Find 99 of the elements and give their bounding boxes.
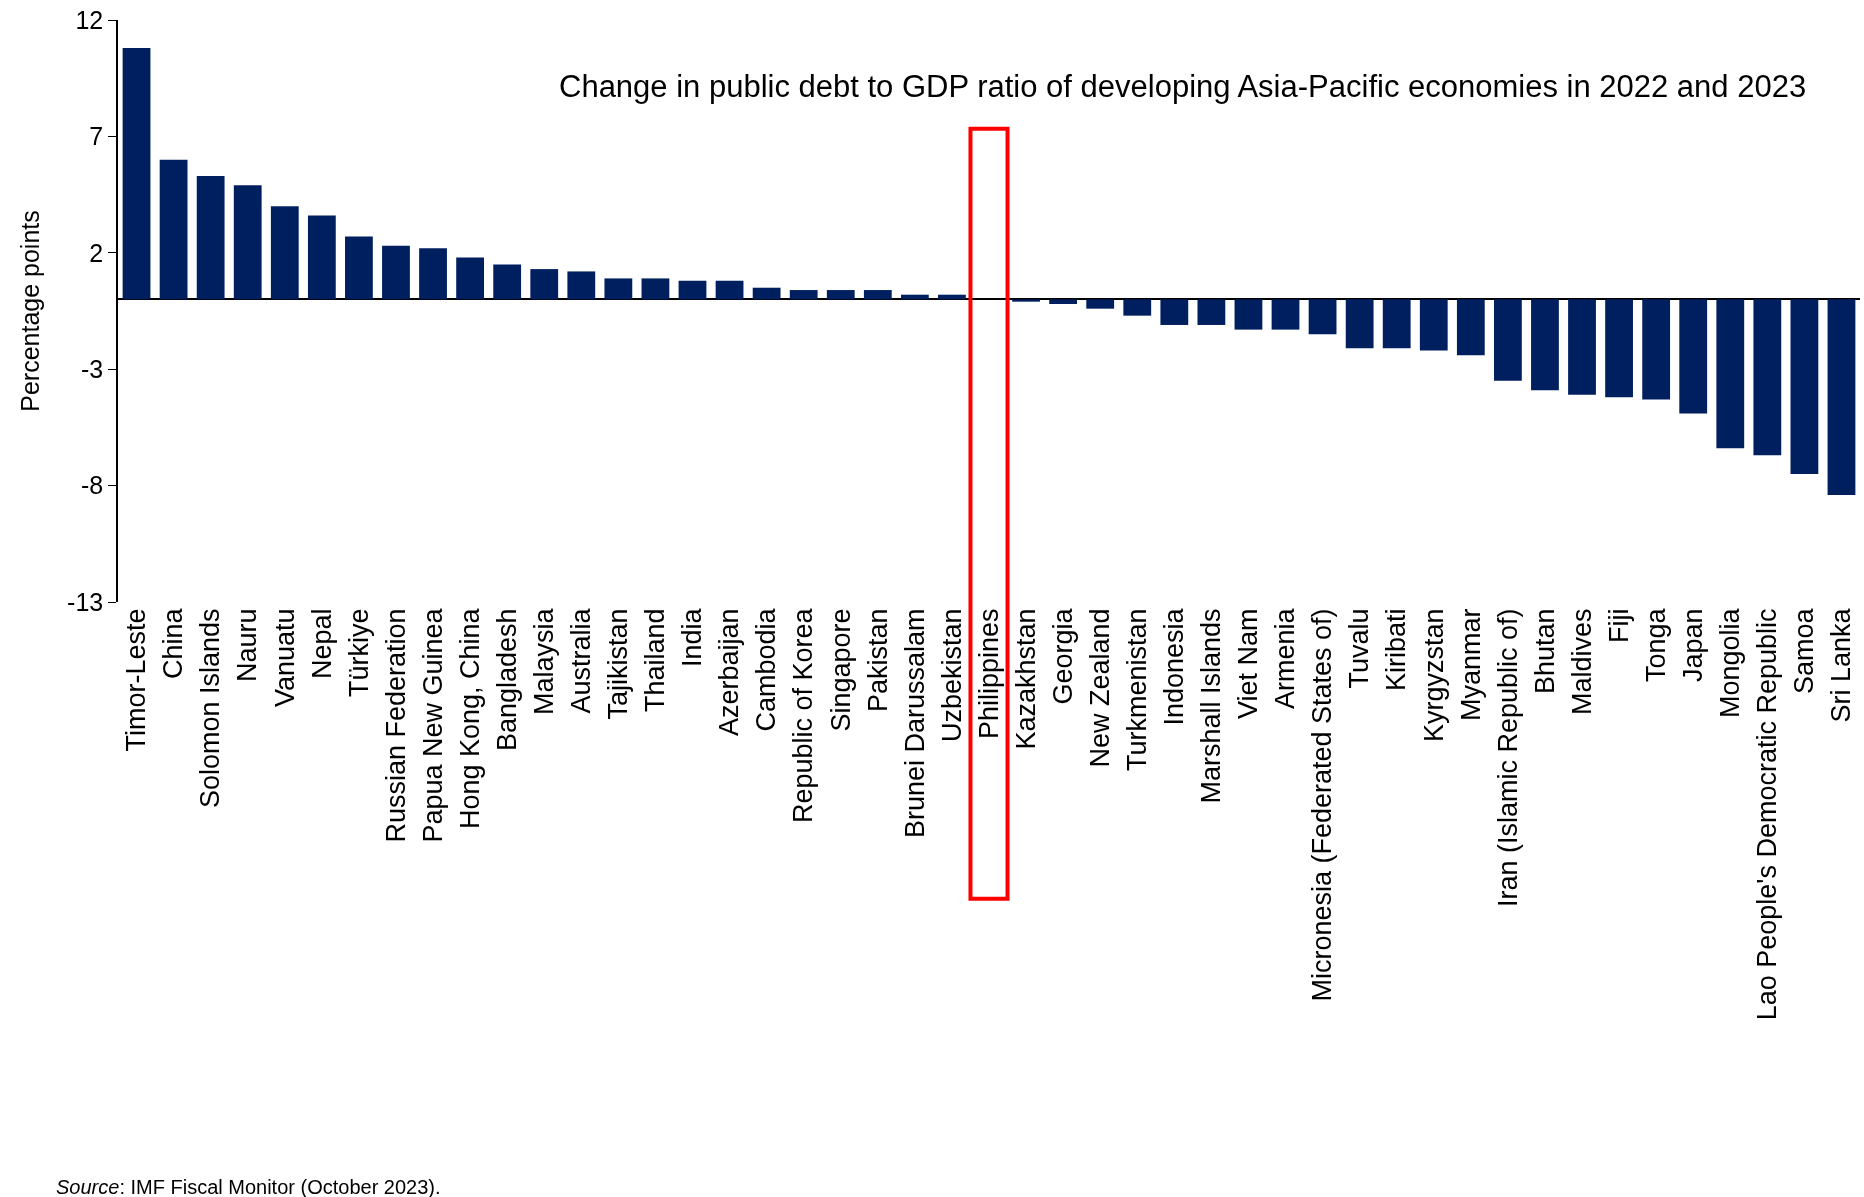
x-tick-label: Marshall Islands	[1196, 608, 1227, 804]
x-tick-label: Timor-Leste	[121, 608, 152, 752]
x-tick-label: Fiji	[1603, 608, 1634, 643]
bar	[789, 290, 818, 300]
y-tick-label: 2	[89, 238, 104, 267]
bar	[641, 278, 670, 300]
bar	[1234, 299, 1263, 330]
x-tick-label: Bangladesh	[491, 608, 522, 752]
bar	[1790, 299, 1819, 474]
x-tick-label: Uzbekistan	[936, 608, 967, 742]
y-tick-label: -3	[81, 354, 104, 383]
x-tick-label: Republic of Korea	[788, 607, 819, 824]
x-tick-label: India	[677, 607, 708, 667]
y-tick-label: 12	[75, 5, 104, 34]
x-tick-label: Tajikistan	[603, 608, 634, 720]
bar	[604, 278, 633, 300]
bar	[1531, 299, 1559, 391]
x-tick-label: Kyrgyzstan	[1418, 608, 1449, 742]
bar	[1605, 299, 1633, 398]
bar	[1716, 299, 1745, 449]
bar	[1049, 299, 1078, 305]
x-tick-label: Philippines	[973, 608, 1004, 739]
bar	[1679, 299, 1708, 414]
text: Change in public debt to GDP ratio of developing Asia-Pacific economies in 2022 and 2023	[559, 69, 1807, 104]
bar	[159, 159, 188, 300]
bar	[419, 248, 447, 300]
bar	[1271, 299, 1300, 330]
bar	[1382, 299, 1411, 349]
x-tick-label: Kazakhstan	[1010, 608, 1041, 750]
bar	[863, 290, 892, 300]
x-tick-label: Malaysia	[529, 607, 560, 715]
x-tick-label: Viet Nam	[1233, 608, 1264, 719]
x-tick-label: Turkmenistan	[1122, 608, 1153, 771]
x-tick-label: Georgia	[1047, 607, 1078, 705]
bar	[1827, 299, 1856, 495]
x-tick-label: China	[158, 607, 189, 679]
bar	[1493, 299, 1522, 381]
bar	[1456, 299, 1485, 356]
x-tick-label: Indonesia	[1159, 607, 1190, 726]
bar	[1345, 299, 1374, 349]
x-tick-label: Myanmar	[1455, 608, 1486, 721]
x-tick-label: Cambodia	[751, 607, 782, 732]
bar	[1419, 299, 1448, 351]
bar	[382, 245, 410, 300]
bar	[530, 269, 559, 300]
x-tick-label: Nauru	[232, 608, 263, 682]
x-tick-label: Armenia	[1270, 607, 1301, 709]
bar	[1568, 299, 1596, 395]
bar	[678, 280, 707, 300]
bar	[1308, 299, 1337, 335]
x-tick-label: Japan	[1677, 608, 1708, 682]
x-tick-label: Kiribati	[1381, 608, 1412, 691]
x-tick-label: Singapore	[825, 608, 856, 732]
x-tick-label: Mongolia	[1715, 607, 1746, 718]
bar	[752, 287, 781, 300]
bar	[122, 47, 151, 300]
x-tick-label: Türkiye	[343, 608, 374, 697]
x-tick-label: Brunei Darussalam	[899, 608, 930, 838]
x-tick-label: Solomon Islands	[195, 608, 226, 809]
x-tick-label: Bhutan	[1529, 608, 1560, 694]
bar	[456, 257, 485, 300]
x-tick-label: Russian Federation	[380, 608, 411, 843]
bar	[1012, 299, 1040, 302]
y-tick-label: 7	[89, 122, 104, 151]
x-tick-label: Nepal	[306, 608, 337, 679]
y-tick-label: -13	[67, 587, 104, 616]
bar	[715, 280, 744, 300]
x-tick-label: Tonga	[1640, 607, 1671, 682]
x-tick-label: Lao People's Democratic Republic	[1752, 608, 1783, 1021]
x-tick-label: Hong Kong, China	[454, 607, 485, 830]
bar	[1123, 299, 1152, 316]
x-tick-label: Pakistan	[862, 608, 893, 712]
x-tick-label: Sri Lanka	[1826, 607, 1857, 723]
y-tick-label: -8	[81, 471, 104, 500]
bar	[196, 175, 225, 300]
x-tick-label: Azerbaijan	[714, 608, 745, 736]
x-tick-label: Samoa	[1789, 607, 1820, 694]
x-tick-label: Maldives	[1566, 608, 1597, 715]
bar	[1642, 299, 1671, 400]
x-tick-label: Iran (Islamic Republic of)	[1492, 608, 1523, 908]
x-tick-label: Micronesia (Federated States of)	[1307, 608, 1338, 1002]
bar	[826, 290, 855, 300]
y-axis-title: Percentage points	[16, 210, 45, 412]
bar	[1753, 299, 1782, 456]
bar	[1086, 299, 1115, 309]
x-tick-label: Papua New Guinea	[417, 607, 448, 843]
x-tick-label: Australia	[566, 607, 597, 714]
bar	[1160, 299, 1189, 325]
x-tick-label: Vanuatu	[269, 608, 300, 707]
bar	[270, 206, 299, 300]
bar	[493, 264, 522, 300]
x-tick-label: New Zealand	[1084, 608, 1115, 768]
bar	[567, 271, 596, 300]
bar	[307, 215, 336, 300]
x-tick-label: Thailand	[640, 608, 671, 712]
bar	[345, 236, 373, 300]
x-tick-label: Tuvalu	[1344, 608, 1375, 689]
bar	[1197, 299, 1226, 325]
bar	[233, 185, 262, 300]
